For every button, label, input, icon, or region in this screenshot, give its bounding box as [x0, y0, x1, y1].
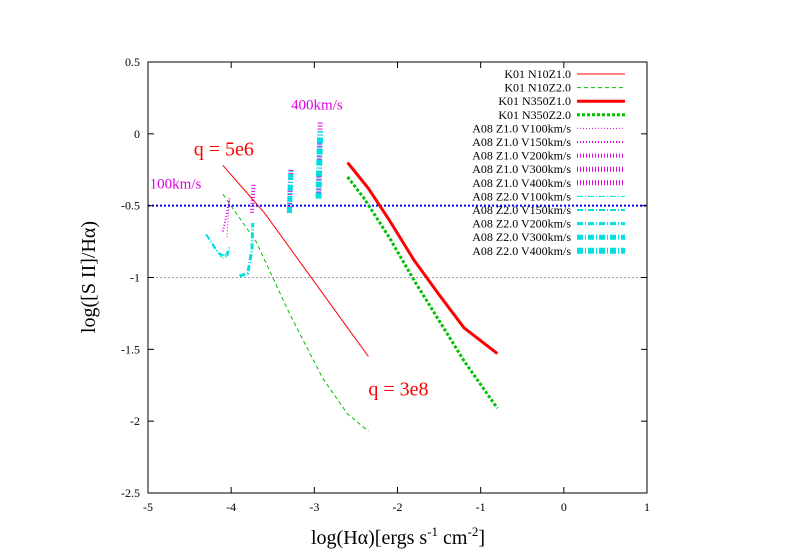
series-line — [239, 222, 255, 278]
series-line — [205, 233, 231, 259]
x-tick-label: 0 — [561, 500, 567, 514]
x-tick-label: -5 — [143, 500, 153, 514]
annotation: 400km/s — [291, 97, 343, 113]
x-tick-label: -4 — [226, 500, 236, 514]
x-tick-label: -1 — [476, 500, 486, 514]
x-axis-label: log(Hα)[ergs s-1 cm-2] — [311, 524, 485, 549]
y-tick-label: -1.5 — [121, 342, 140, 356]
series-line — [346, 175, 499, 410]
y-tick-label: -2.5 — [121, 486, 140, 500]
y-axis-label: log([S II]/Hα) — [78, 221, 100, 333]
y-tick-label: 0.5 — [125, 55, 140, 69]
legend-entry-label: A08 Z1.0 V150km/s — [472, 135, 571, 149]
reference-lines — [148, 204, 647, 278]
series-line — [286, 169, 294, 213]
annotation: q = 5e6 — [194, 138, 254, 160]
legend-entry-label: A08 Z2.0 V150km/s — [472, 203, 571, 217]
y-tick-label: -0.5 — [121, 199, 140, 213]
annotations: q = 5e6 q = 3e8 100km/s 400km/s — [150, 97, 429, 400]
legend-entry-label: K01 N10Z2.0 — [504, 81, 571, 95]
series-line — [346, 161, 499, 355]
legend-entry-label: K01 N10Z1.0 — [504, 67, 571, 81]
y-tick-label: -1 — [130, 271, 140, 285]
legend-entry-label: K01 N350Z2.0 — [498, 108, 571, 122]
y-tick-label: 0 — [134, 127, 140, 141]
x-tick-label: -3 — [309, 500, 319, 514]
series-line — [315, 130, 324, 199]
axis-ticks: -5 -4 -3 -2 -1 0 1 0.5 0 -0.5 -1 -1.5 -2 -2.5 — [121, 55, 650, 514]
series-line — [286, 169, 294, 213]
x-tick-label: -2 — [393, 500, 403, 514]
legend-entry-label: A08 Z1.0 V300km/s — [472, 162, 571, 176]
legend-entry-label: A08 Z1.0 V400km/s — [472, 176, 571, 190]
legend-entry-label: A08 Z1.0 V200km/s — [472, 149, 571, 163]
legend-entry-label: A08 Z2.0 V200km/s — [472, 217, 571, 231]
series-layer — [205, 122, 499, 432]
legend-entry-label: A08 Z2.0 V300km/s — [472, 230, 571, 244]
annotation: 100km/s — [150, 176, 202, 192]
legend-entry-label: A08 Z1.0 V100km/s — [472, 121, 571, 135]
series-line — [226, 198, 230, 238]
y-tick-label: -2 — [130, 414, 140, 428]
series-line — [222, 165, 369, 357]
annotation: q = 3e8 — [368, 378, 428, 400]
legend-entry-label: A08 Z2.0 V400km/s — [472, 244, 571, 258]
x-tick-label: 1 — [644, 500, 650, 514]
legend-entry-label: K01 N350Z1.0 — [498, 94, 571, 108]
legend-entry-label: A08 Z2.0 V100km/s — [472, 189, 571, 203]
series-line — [221, 198, 231, 232]
series-line — [222, 193, 369, 432]
